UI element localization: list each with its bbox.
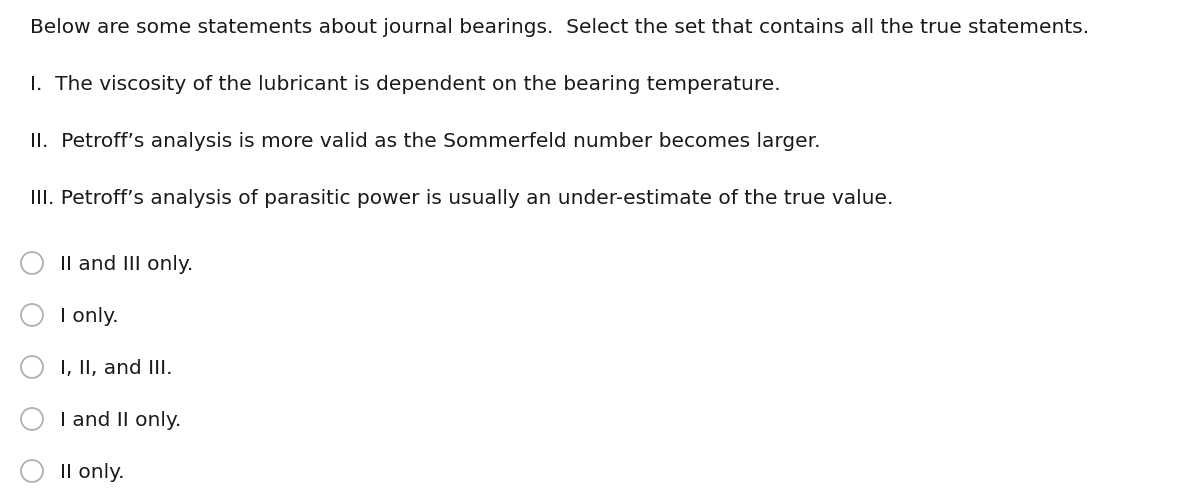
Text: II and III only.: II and III only. <box>60 255 193 274</box>
Text: III. Petroff’s analysis of parasitic power is usually an under-estimate of the t: III. Petroff’s analysis of parasitic pow… <box>30 189 893 208</box>
Text: II.  Petroff’s analysis is more valid as the Sommerfeld number becomes larger.: II. Petroff’s analysis is more valid as … <box>30 132 821 151</box>
Text: I and II only.: I and II only. <box>60 411 181 430</box>
Text: I.  The viscosity of the lubricant is dependent on the bearing temperature.: I. The viscosity of the lubricant is dep… <box>30 75 781 94</box>
Text: Below are some statements about journal bearings.  Select the set that contains : Below are some statements about journal … <box>30 18 1090 37</box>
Text: I, II, and III.: I, II, and III. <box>60 359 173 378</box>
Text: II only.: II only. <box>60 463 125 482</box>
Text: I only.: I only. <box>60 307 119 326</box>
